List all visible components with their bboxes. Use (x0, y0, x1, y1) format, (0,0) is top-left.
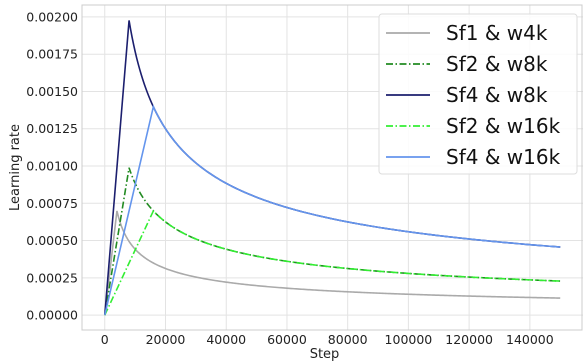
x-tick-label: 100000 (385, 332, 433, 347)
x-tick-label: 0 (101, 332, 109, 347)
y-tick-label: 0.00100 (26, 159, 78, 174)
legend-label: Sf2 & w8k (446, 52, 548, 76)
y-tick-label: 0.00025 (26, 270, 78, 285)
legend-label: Sf4 & w16k (446, 145, 561, 169)
legend-label: Sf2 & w16k (446, 114, 561, 138)
y-tick-label: 0.00175 (26, 47, 78, 62)
x-tick-label: 60000 (267, 332, 307, 347)
y-axis-ticks: 0.00000 0.00025 0.00050 0.00075 0.00100 0.001… (26, 9, 78, 322)
x-axis-ticks: 0 20000 40000 60000 80000 100000 120000 140000 (101, 332, 554, 347)
series-lines (103, 20, 561, 316)
series-line-1 (103, 210, 561, 316)
y-tick-label: 0.00150 (26, 84, 78, 99)
x-tick-label: 120000 (445, 332, 493, 347)
y-tick-label: 0.00125 (26, 121, 78, 136)
y-tick-label: 0.00200 (26, 9, 78, 24)
x-tick-label: 40000 (206, 332, 246, 347)
x-tick-label: 80000 (328, 332, 368, 347)
legend: Sf1 & w4k Sf2 & w8k Sf4 & w8k Sf2 & w16k Sf4… (378, 13, 578, 175)
x-tick-label: 20000 (146, 332, 186, 347)
x-tick-label: 140000 (506, 332, 554, 347)
legend-label: Sf1 & w4k (446, 21, 548, 45)
x-axis-label: Step (310, 347, 340, 362)
legend-label: Sf4 & w8k (446, 83, 548, 107)
plot-area (81, 4, 583, 331)
y-tick-label: 0.00000 (26, 308, 78, 323)
series-line-5 (104, 104, 561, 316)
y-tick-label: 0.00075 (26, 196, 78, 211)
series-line-4 (104, 209, 561, 316)
y-axis-label: Learning rate (8, 124, 23, 211)
y-tick-label: 0.00050 (26, 233, 78, 248)
legend-box (378, 13, 578, 175)
